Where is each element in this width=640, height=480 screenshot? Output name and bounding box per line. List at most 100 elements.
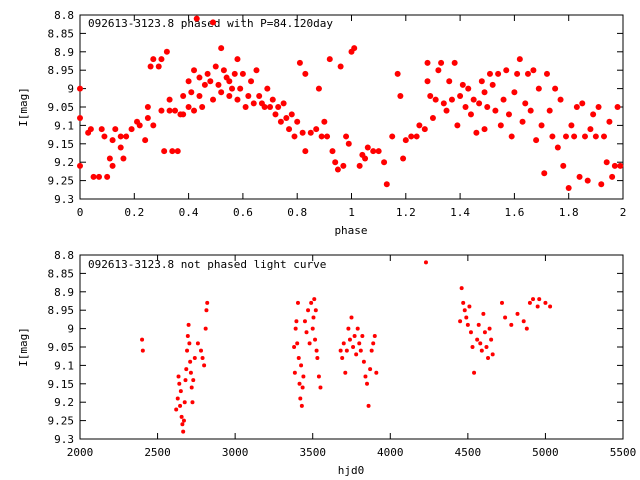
data-point xyxy=(454,122,461,129)
data-point xyxy=(329,148,336,155)
x-axis-label: hjd0 xyxy=(338,464,365,477)
data-point xyxy=(527,107,534,114)
data-point xyxy=(473,129,480,136)
data-point xyxy=(178,389,183,394)
data-point xyxy=(210,19,217,26)
data-point xyxy=(313,308,318,313)
data-point xyxy=(182,400,187,405)
plot-frame xyxy=(79,14,624,200)
y-tick-label: 9.05 xyxy=(48,101,75,114)
data-point xyxy=(261,104,268,110)
data-point xyxy=(256,92,263,99)
y-tick-label: 9.1 xyxy=(54,359,74,372)
data-point xyxy=(489,337,494,342)
data-point xyxy=(310,326,315,331)
data-point xyxy=(250,100,257,107)
data-point xyxy=(484,104,491,110)
data-point xyxy=(355,326,360,331)
data-point xyxy=(617,162,624,169)
data-point xyxy=(196,74,203,81)
data-point xyxy=(195,341,200,346)
data-point xyxy=(462,308,467,313)
data-point xyxy=(524,70,531,77)
data-point xyxy=(606,118,613,125)
data-point xyxy=(427,92,434,99)
data-point xyxy=(519,118,526,125)
data-point xyxy=(300,385,305,390)
data-points xyxy=(77,15,624,191)
data-point xyxy=(487,326,492,331)
data-point xyxy=(77,115,83,122)
data-point xyxy=(144,104,151,110)
data-point xyxy=(522,100,529,107)
data-point xyxy=(360,333,365,338)
y-tick-label: 9.15 xyxy=(48,378,75,391)
data-point xyxy=(413,133,420,140)
data-point xyxy=(467,111,474,118)
data-point xyxy=(482,330,487,335)
data-point xyxy=(272,111,279,118)
x-tick-label: 0.8 xyxy=(287,206,307,219)
data-point xyxy=(533,137,540,144)
data-point xyxy=(201,81,208,88)
data-point xyxy=(461,300,466,305)
data-point xyxy=(315,356,320,361)
data-point xyxy=(185,333,190,338)
data-point xyxy=(291,133,298,140)
data-point xyxy=(304,330,309,335)
data-point xyxy=(248,78,255,85)
data-point xyxy=(535,304,540,309)
data-point xyxy=(389,133,396,140)
data-point xyxy=(503,67,510,74)
data-point xyxy=(212,63,219,70)
data-point xyxy=(301,374,306,379)
data-point xyxy=(275,104,282,110)
data-point xyxy=(366,403,371,408)
x-tick-label: 5000 xyxy=(532,446,559,459)
data-point xyxy=(234,56,241,63)
data-point xyxy=(186,322,191,327)
data-point xyxy=(554,144,561,151)
y-tick-label: 8.8 xyxy=(54,9,74,22)
data-point xyxy=(478,341,483,346)
data-point xyxy=(571,133,578,140)
data-point xyxy=(334,166,341,173)
data-point xyxy=(397,92,404,99)
data-point xyxy=(505,111,512,118)
data-point xyxy=(332,159,339,166)
data-point xyxy=(465,322,470,327)
data-point xyxy=(140,348,145,353)
data-point xyxy=(292,370,297,375)
data-point xyxy=(345,140,352,147)
data-point xyxy=(112,126,119,133)
data-point xyxy=(226,92,233,99)
data-point xyxy=(481,89,488,96)
data-point xyxy=(524,326,529,331)
data-point xyxy=(371,341,376,346)
data-point xyxy=(184,367,189,372)
data-point xyxy=(341,341,346,346)
data-point xyxy=(337,63,344,70)
x-tick-label: 1.4 xyxy=(450,206,470,219)
data-point xyxy=(299,129,306,136)
data-point xyxy=(123,133,130,140)
data-point xyxy=(557,96,564,103)
data-point xyxy=(363,374,368,379)
data-point xyxy=(307,129,314,136)
data-point xyxy=(277,118,284,125)
data-point xyxy=(492,107,499,114)
data-point xyxy=(459,286,464,291)
data-point xyxy=(218,89,225,96)
data-point xyxy=(365,381,370,386)
data-point xyxy=(169,148,176,155)
data-point xyxy=(188,370,193,375)
data-point xyxy=(202,363,207,368)
data-point xyxy=(215,81,222,88)
data-point xyxy=(470,345,475,349)
x-tick-label: 0.4 xyxy=(179,206,199,219)
data-point xyxy=(537,297,542,302)
x-tick-label: 2000 xyxy=(67,446,94,459)
data-point xyxy=(508,133,515,140)
data-point xyxy=(465,85,472,92)
